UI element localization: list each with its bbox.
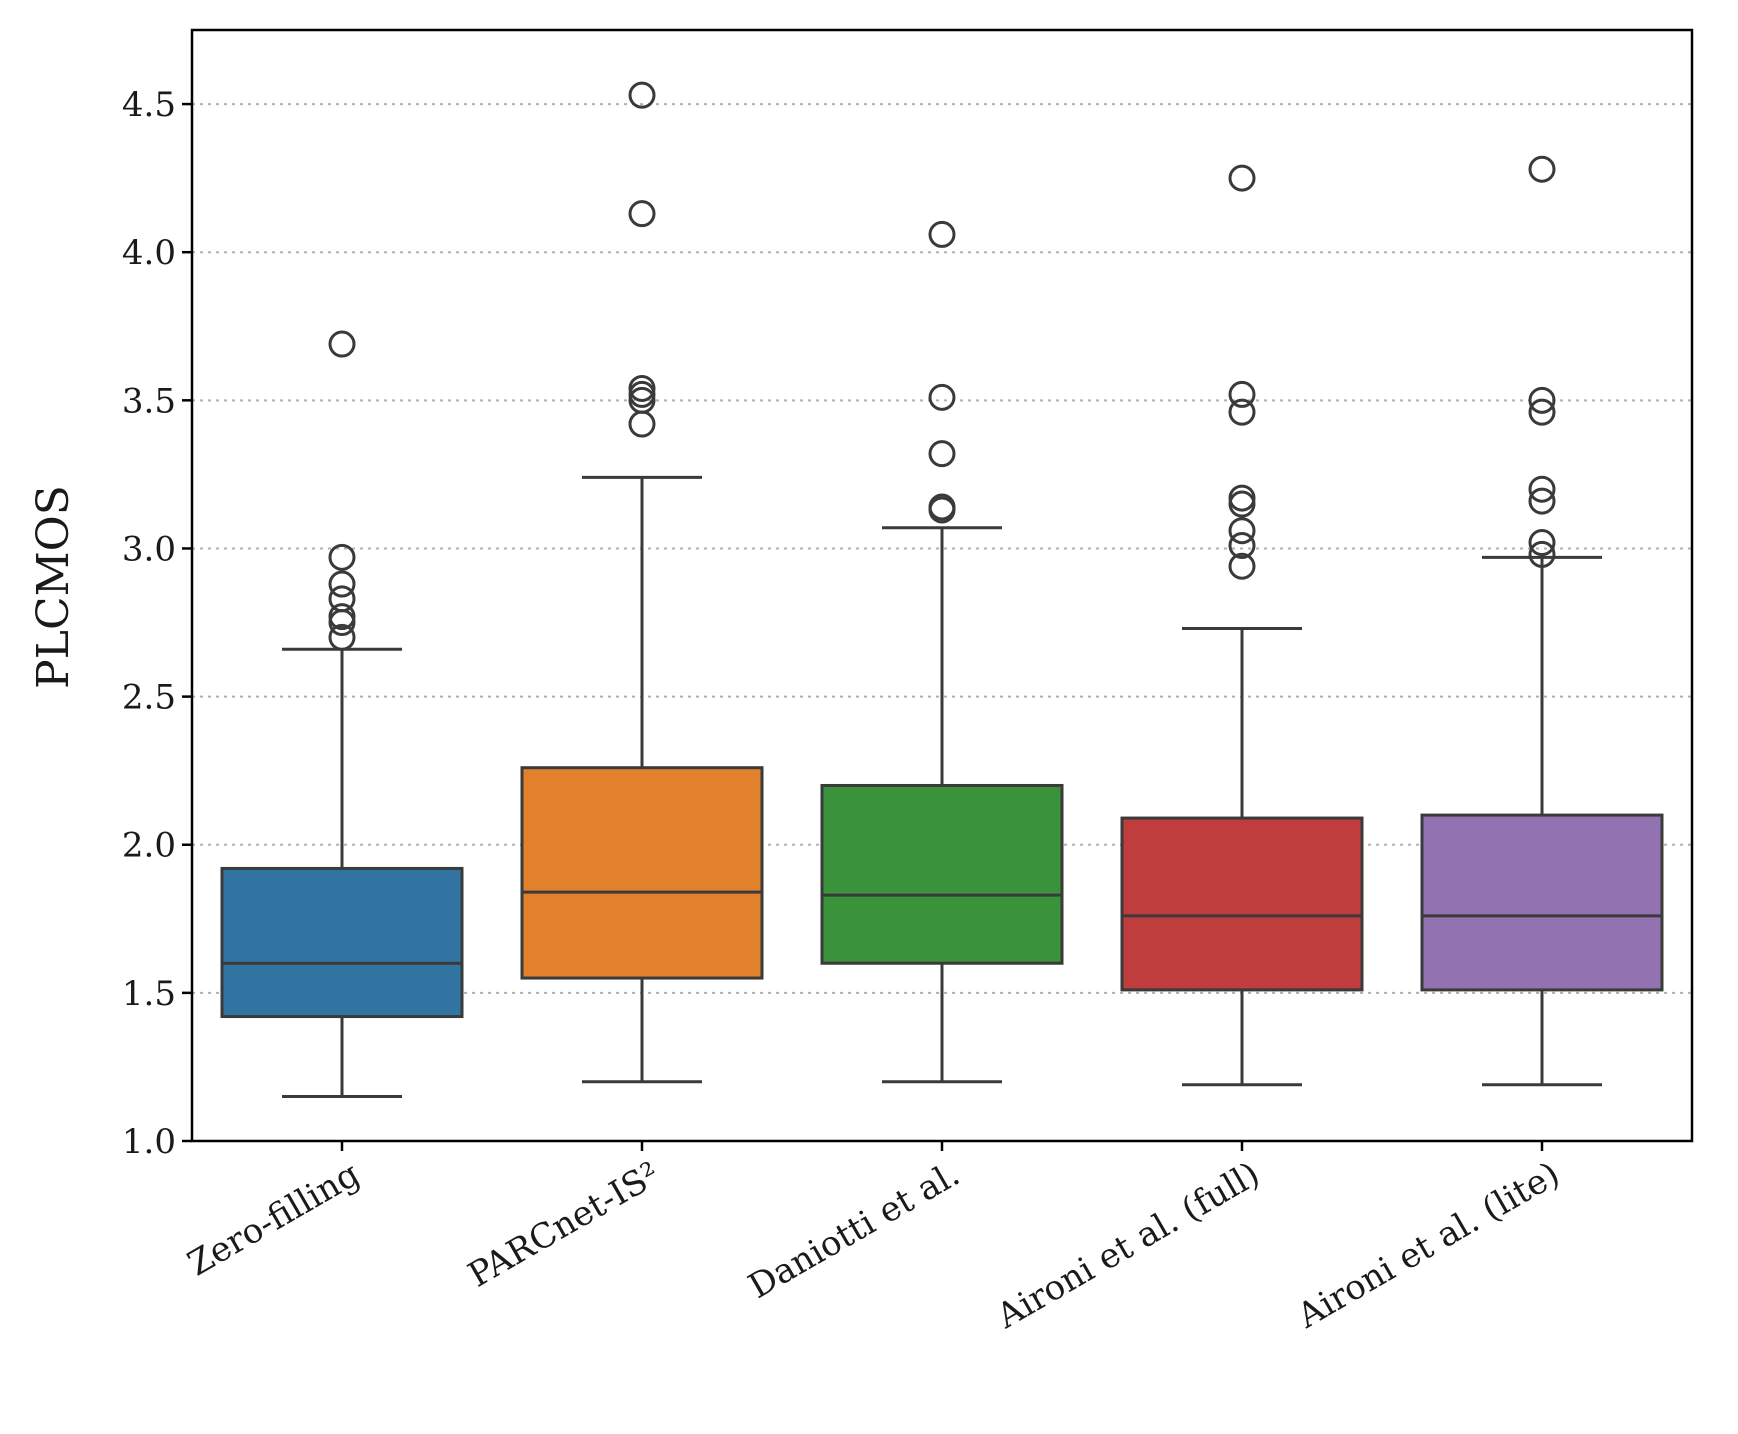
box-group [220,330,464,1099]
outlier-point [1528,386,1556,414]
outlier-point [328,609,356,637]
outlier-point [1528,487,1556,515]
outlier-point [1228,484,1256,512]
outlier-point [928,493,956,521]
box-group [1120,164,1364,1087]
outlier-point [1228,517,1256,545]
outlier-point [628,410,656,438]
outlier-point [1528,475,1556,503]
y-tick-label: 2.5 [122,678,176,718]
y-tick-label: 4.0 [122,233,176,273]
outlier-point [1228,552,1256,580]
outlier-point [328,603,356,631]
outlier-point [328,623,356,651]
outlier-point [1228,532,1256,560]
outlier-point [1528,398,1556,426]
iqr-box [820,783,1064,965]
x-axis: Zero-filling PARCnet-IS² Daniotti et al. Ai… [181,1141,1567,1337]
x-tick-label: Aironi et al. (full) [989,1154,1266,1337]
box-group [820,220,1064,1084]
x-tick-label: Aironi et al. (lite) [1290,1154,1566,1337]
outlier-point [1528,540,1556,568]
y-axis: 1.0 1.5 2.0 2.5 3.0 3.5 4.0 4.5 [122,85,192,1162]
outlier-point [1228,398,1256,426]
y-tick-label: 1.0 [122,1122,176,1162]
y-tick-label: 3.5 [122,381,176,421]
x-tick-label: Zero-filling [181,1154,366,1284]
outlier-point [1228,164,1256,192]
outlier-point [328,570,356,598]
iqr-box [1420,813,1664,992]
iqr-box [220,866,464,1019]
box-group [1420,155,1664,1087]
iqr-box [1120,816,1364,992]
outlier-point [928,383,956,411]
outlier-point [1528,155,1556,183]
outlier-point [1228,490,1256,518]
x-tick-label: Daniotti et al. [742,1154,967,1307]
box-groups [220,81,1664,1099]
iqr-box [520,766,764,980]
outlier-point [628,81,656,109]
outlier-point [328,330,356,358]
x-tick-label: PARCnet-IS² [462,1154,667,1295]
box-group [520,81,764,1084]
y-axis-label: PLCMOS [28,485,79,689]
outlier-point [1228,380,1256,408]
outlier-point [928,220,956,248]
y-tick-label: 4.5 [122,85,176,125]
outlier-point [328,543,356,571]
y-tick-label: 2.0 [122,826,176,866]
y-tick-label: 1.5 [122,974,176,1014]
y-tick-label: 3.0 [122,529,176,569]
outlier-point [1528,529,1556,557]
outlier-point [928,440,956,468]
outlier-point [328,585,356,613]
outlier-point [628,200,656,228]
outlier-point [628,380,656,408]
outlier-point [628,374,656,402]
